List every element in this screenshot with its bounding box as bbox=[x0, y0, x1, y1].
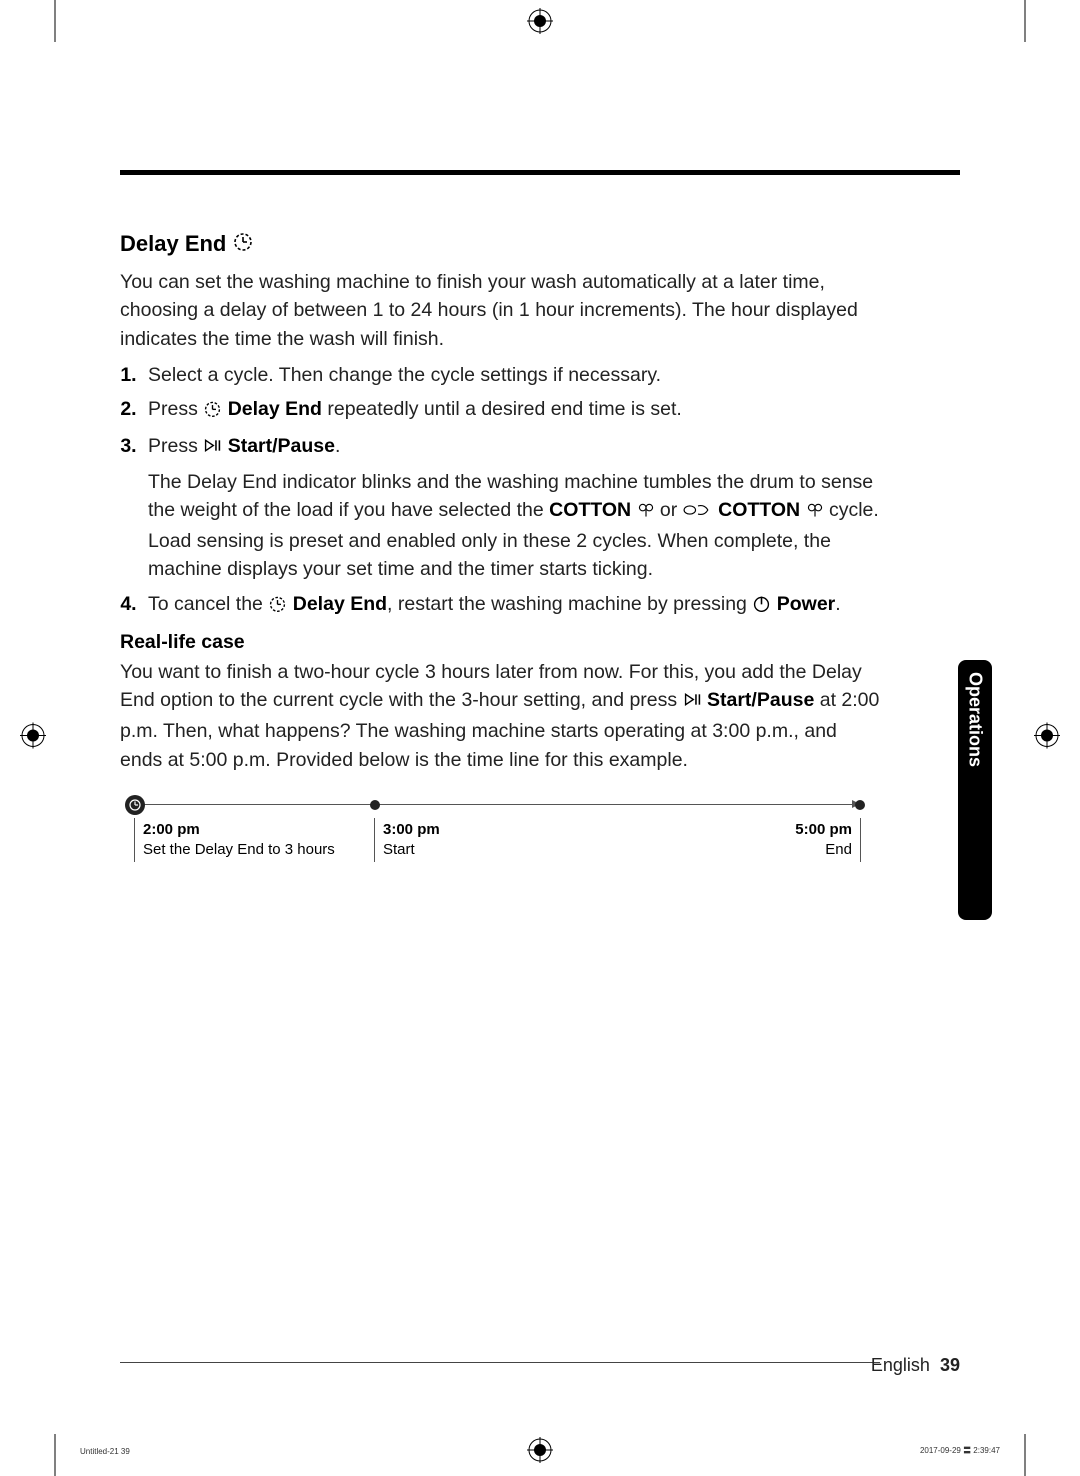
delay-end-icon bbox=[268, 593, 287, 621]
section-heading: Delay End bbox=[120, 230, 880, 258]
step-3-post: . bbox=[335, 435, 340, 457]
timeline-time-2: 3:00 pm bbox=[383, 820, 440, 840]
step-4-bold-2: Power bbox=[777, 593, 836, 615]
side-tab-label: Operations bbox=[965, 672, 986, 767]
timeline-point-2 bbox=[370, 795, 380, 810]
print-footer-left: Untitled-21 39 bbox=[80, 1447, 130, 1456]
timeline-label-3: 5:00 pm End bbox=[795, 818, 861, 862]
subheading: Real-life case bbox=[120, 631, 880, 654]
side-tab: Operations bbox=[958, 660, 992, 920]
cotton-icon bbox=[806, 499, 824, 527]
cotton-label-1: COTTON bbox=[549, 499, 631, 521]
footer-language: English bbox=[871, 1355, 930, 1375]
delay-end-icon bbox=[203, 398, 222, 426]
step-1: Select a cycle. Then change the cycle se… bbox=[142, 361, 880, 389]
timeline-text-3: End bbox=[795, 840, 852, 860]
footer-divider bbox=[120, 1362, 880, 1363]
step-4: To cancel the Delay End, restart the was… bbox=[142, 590, 880, 621]
step-3: Press Start/Pause. The Delay End indicat… bbox=[142, 432, 880, 583]
intro-paragraph: You can set the washing machine to finis… bbox=[120, 268, 880, 353]
delay-end-icon bbox=[232, 230, 254, 258]
step-3-bold: Start/Pause bbox=[228, 435, 335, 457]
step-4-post: . bbox=[835, 593, 840, 615]
step-1-text: Select a cycle. Then change the cycle se… bbox=[148, 364, 661, 386]
timeline-label-1: 2:00 pm Set the Delay End to 3 hours bbox=[134, 818, 335, 862]
steps-list: Select a cycle. Then change the cycle se… bbox=[120, 361, 880, 621]
timeline: 2:00 pm Set the Delay End to 3 hours 3:0… bbox=[125, 794, 865, 868]
timeline-point-1 bbox=[125, 795, 145, 815]
heading-text: Delay End bbox=[120, 231, 226, 257]
cotton-label-2: COTTON bbox=[718, 499, 800, 521]
step-4-pre: To cancel the bbox=[148, 593, 268, 615]
real-life-paragraph: You want to finish a two-hour cycle 3 ho… bbox=[120, 658, 880, 774]
print-footer-right: 2017-09-29 〓 2:39:47 bbox=[920, 1445, 1000, 1456]
step-3-pre: Press bbox=[148, 435, 203, 457]
timeline-text-1: Set the Delay End to 3 hours bbox=[143, 840, 335, 860]
step-3-detail: The Delay End indicator blinks and the w… bbox=[148, 468, 880, 584]
step-2: Press Delay End repeatedly until a desir… bbox=[142, 395, 880, 426]
step-2-bold: Delay End bbox=[228, 398, 322, 420]
step-4-mid: , restart the washing machine by pressin… bbox=[387, 593, 752, 615]
timeline-time-1: 2:00 pm bbox=[143, 820, 335, 840]
timeline-time-3: 5:00 pm bbox=[795, 820, 852, 840]
step-2-pre: Press bbox=[148, 398, 203, 420]
play-pause-icon bbox=[683, 689, 702, 717]
timeline-text-2: Start bbox=[383, 840, 440, 860]
footer: English 39 bbox=[871, 1355, 960, 1376]
step-2-post: repeatedly until a desired end time is s… bbox=[322, 398, 682, 420]
main-content: Delay End You can set the washing machin… bbox=[120, 170, 880, 868]
footer-page-number: 39 bbox=[940, 1355, 960, 1375]
power-icon bbox=[752, 593, 771, 621]
play-pause-icon bbox=[203, 435, 222, 463]
sub-bold: Start/Pause bbox=[707, 689, 814, 711]
eco-icon bbox=[683, 499, 713, 527]
cotton-icon bbox=[637, 499, 655, 527]
timeline-label-2: 3:00 pm Start bbox=[374, 818, 440, 862]
step-3-or: or bbox=[655, 499, 683, 521]
timeline-point-3 bbox=[855, 795, 865, 810]
clock-icon bbox=[125, 795, 145, 815]
step-4-bold-1: Delay End bbox=[293, 593, 387, 615]
